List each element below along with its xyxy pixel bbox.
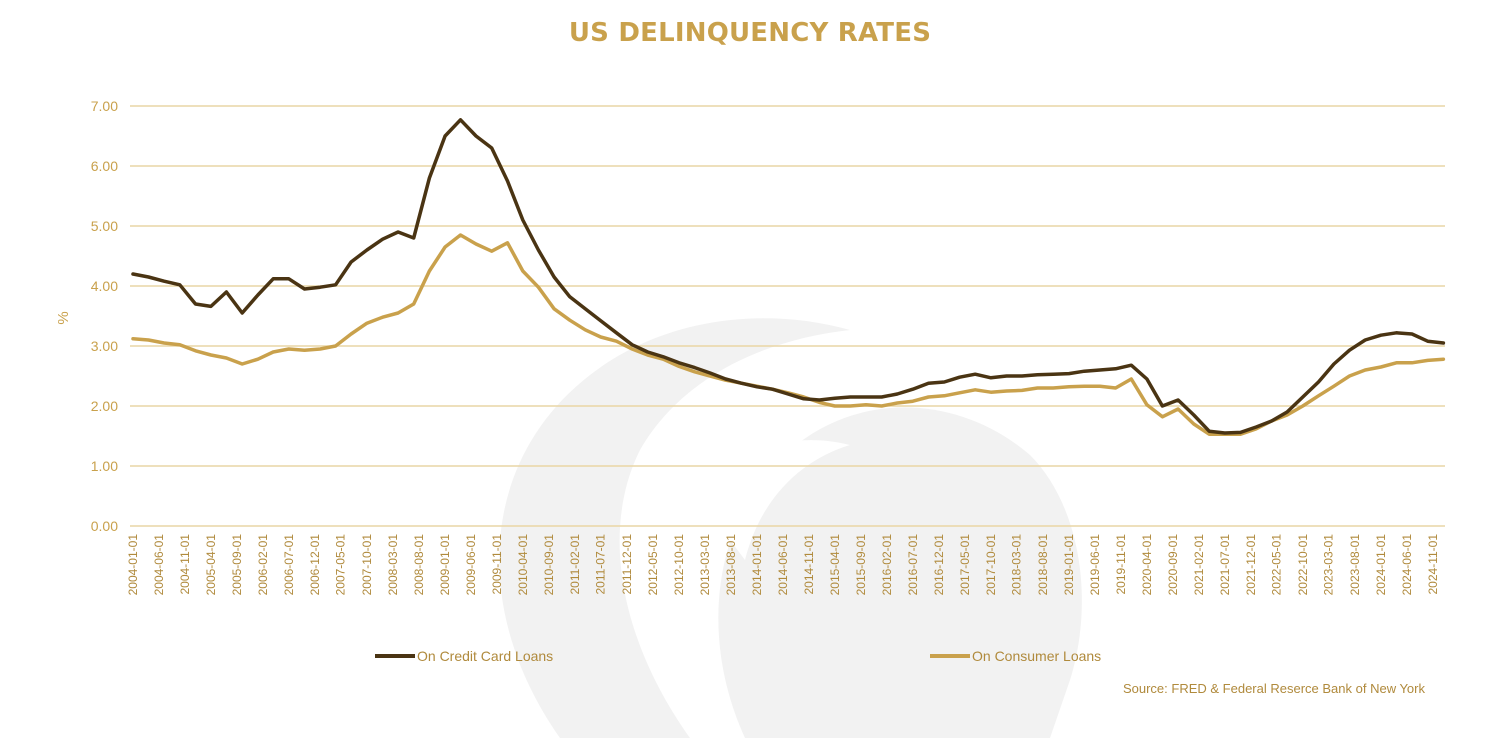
x-tick-label: 2013-08-01 — [724, 534, 738, 596]
x-tick-label: 2012-10-01 — [672, 534, 686, 596]
x-tick-label: 2021-12-01 — [1244, 534, 1258, 596]
x-tick-label: 2011-12-01 — [620, 534, 634, 595]
x-tick-label: 2020-04-01 — [1140, 534, 1154, 596]
x-tick-label: 2007-05-01 — [334, 534, 348, 596]
source-note: Source: FRED & Federal Reserce Bank of N… — [1123, 681, 1426, 696]
x-tick-label: 2009-11-01 — [490, 534, 504, 595]
x-tick-label: 2017-10-01 — [984, 534, 998, 596]
y-tick-label: 5.00 — [91, 218, 118, 234]
x-tick-label: 2023-08-01 — [1348, 534, 1362, 596]
x-tick-label: 2022-05-01 — [1270, 534, 1284, 596]
x-tick-label: 2008-08-01 — [412, 534, 426, 596]
x-tick-label: 2010-09-01 — [542, 534, 556, 596]
legend: On Credit Card Loans On Consumer Loans — [375, 648, 1101, 664]
x-tick-label: 2004-11-01 — [178, 534, 192, 595]
y-tick-label: 4.00 — [91, 278, 118, 294]
x-tick-label: 2017-05-01 — [958, 534, 972, 596]
x-tick-label: 2006-02-01 — [256, 534, 270, 596]
x-tick-label: 2004-01-01 — [126, 534, 140, 596]
x-tick-label: 2019-06-01 — [1088, 534, 1102, 596]
y-tick-label: 3.00 — [91, 338, 118, 354]
x-tick-label: 2006-12-01 — [308, 534, 322, 596]
x-tick-label: 2010-04-01 — [516, 534, 530, 596]
y-tick-label: 0.00 — [91, 518, 118, 534]
x-tick-label: 2024-06-01 — [1400, 534, 1414, 596]
x-tick-label: 2023-03-01 — [1322, 534, 1336, 596]
x-tick-label: 2011-07-01 — [594, 534, 608, 595]
x-tick-label: 2006-07-01 — [282, 534, 296, 596]
x-tick-label: 2015-09-01 — [854, 534, 868, 596]
x-tick-label: 2009-06-01 — [464, 534, 478, 596]
x-tick-label: 2021-02-01 — [1192, 534, 1206, 596]
y-tick-label: 2.00 — [91, 398, 118, 414]
x-axis-ticks: 2004-01-01 2004-06-01 2004-11-01 2005-04-01… — [126, 534, 1440, 596]
y-axis-label: % — [55, 311, 72, 324]
x-tick-label: 2016-02-01 — [880, 534, 894, 596]
x-tick-label: 2005-04-01 — [204, 534, 218, 596]
x-tick-label: 2004-06-01 — [152, 534, 166, 596]
x-tick-label: 2019-01-01 — [1062, 534, 1076, 596]
x-tick-label: 2012-05-01 — [646, 534, 660, 596]
x-tick-label: 2022-10-01 — [1296, 534, 1310, 596]
y-tick-label: 7.00 — [91, 98, 118, 114]
x-tick-label: 2015-04-01 — [828, 534, 842, 596]
x-tick-label: 2020-09-01 — [1166, 534, 1180, 596]
x-tick-label: 2021-07-01 — [1218, 534, 1232, 596]
x-tick-label: 2013-03-01 — [698, 534, 712, 596]
x-tick-label: 2019-11-01 — [1114, 534, 1128, 595]
y-tick-label: 1.00 — [91, 458, 118, 474]
gridlines — [130, 105, 1445, 527]
x-tick-label: 2011-02-01 — [568, 534, 582, 595]
x-tick-label: 2024-11-01 — [1426, 534, 1440, 595]
x-tick-label: 2016-07-01 — [906, 534, 920, 596]
x-tick-label: 2009-01-01 — [438, 534, 452, 596]
chart-title: US DELINQUENCY RATES — [568, 18, 932, 48]
x-tick-label: 2014-11-01 — [802, 534, 816, 595]
y-tick-label: 6.00 — [91, 158, 118, 174]
x-tick-label: 2018-03-01 — [1010, 534, 1024, 596]
legend-label: On Credit Card Loans — [417, 648, 553, 664]
series-line-on-credit-card-loans — [131, 118, 1446, 435]
x-tick-label: 2007-10-01 — [360, 534, 374, 596]
x-tick-label: 2005-09-01 — [230, 534, 244, 596]
x-tick-label: 2016-12-01 — [932, 534, 946, 596]
x-tick-label: 2014-01-01 — [750, 534, 764, 596]
x-tick-label: 2014-06-01 — [776, 534, 790, 596]
x-tick-label: 2024-01-01 — [1374, 534, 1388, 596]
series-lines — [131, 118, 1446, 436]
x-tick-label: 2018-08-01 — [1036, 534, 1050, 596]
legend-label: On Consumer Loans — [972, 648, 1101, 664]
series-line-on-consumer-loans — [131, 233, 1446, 436]
y-axis-ticks: 0.00 1.00 2.00 3.00 4.00 5.00 6.00 7.00 — [91, 98, 118, 534]
x-tick-label: 2008-03-01 — [386, 534, 400, 596]
